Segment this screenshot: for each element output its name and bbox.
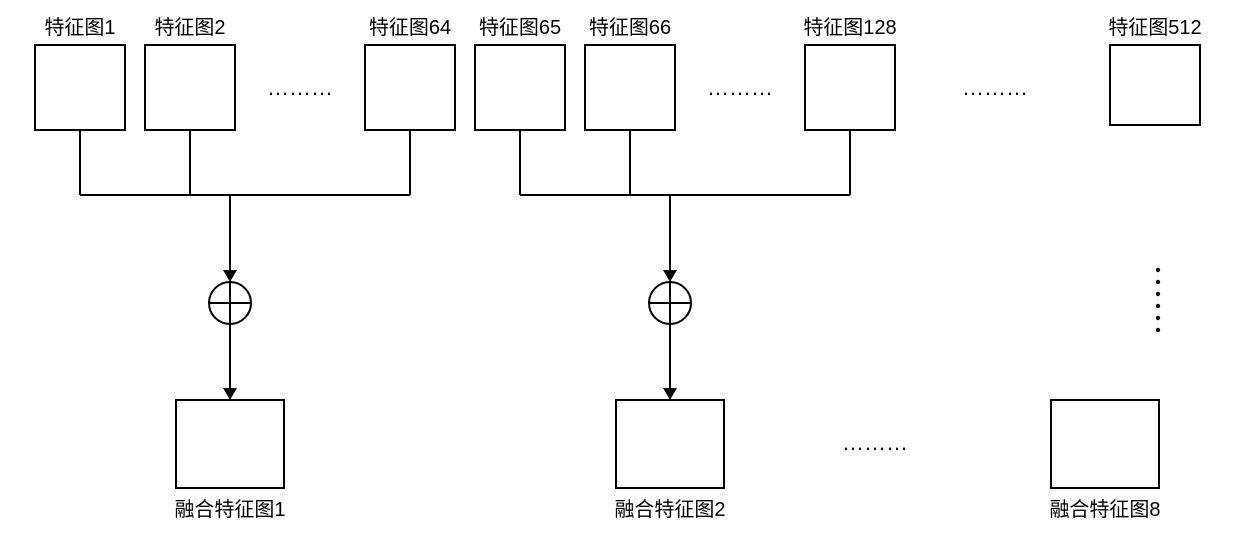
fused-feature-label: 融合特征图8: [1049, 498, 1160, 521]
feature-map-label: 特征图512: [1108, 16, 1201, 39]
arrow-head: [223, 388, 237, 400]
feature-map-box: [1110, 45, 1200, 125]
feature-map-box: [585, 45, 675, 130]
fused-feature-label: 融合特征图1: [174, 498, 285, 521]
fused-feature-label: 融合特征图2: [614, 498, 725, 521]
feature-map-label: 特征图1: [44, 16, 115, 39]
ellipsis-v-dot: [1156, 328, 1160, 332]
fused-feature-box: [176, 400, 284, 488]
feature-map-box: [365, 45, 455, 130]
arrow-head: [663, 270, 677, 282]
ellipsis-h: ………: [267, 75, 333, 100]
ellipsis-v-dot: [1156, 316, 1160, 320]
feature-map-label: 特征图65: [479, 16, 561, 39]
ellipsis-h: ………: [842, 430, 908, 455]
ellipsis-h: ………: [707, 75, 773, 100]
feature-map-box: [145, 45, 235, 130]
ellipsis-v-dot: [1156, 280, 1160, 284]
feature-map-box: [805, 45, 895, 130]
feature-map-label: 特征图64: [369, 16, 451, 39]
feature-map-label: 特征图2: [154, 16, 225, 39]
ellipsis-v-dot: [1156, 268, 1160, 272]
feature-map-box: [475, 45, 565, 130]
fused-feature-box: [1051, 400, 1159, 488]
ellipsis-v-dot: [1156, 292, 1160, 296]
ellipsis-v-dot: [1156, 304, 1160, 308]
feature-map-label: 特征图66: [589, 16, 671, 39]
feature-map-box: [35, 45, 125, 130]
ellipsis-h: ………: [962, 75, 1028, 100]
fused-feature-box: [616, 400, 724, 488]
feature-map-label: 特征图128: [803, 16, 896, 39]
arrow-head: [663, 388, 677, 400]
arrow-head: [223, 270, 237, 282]
